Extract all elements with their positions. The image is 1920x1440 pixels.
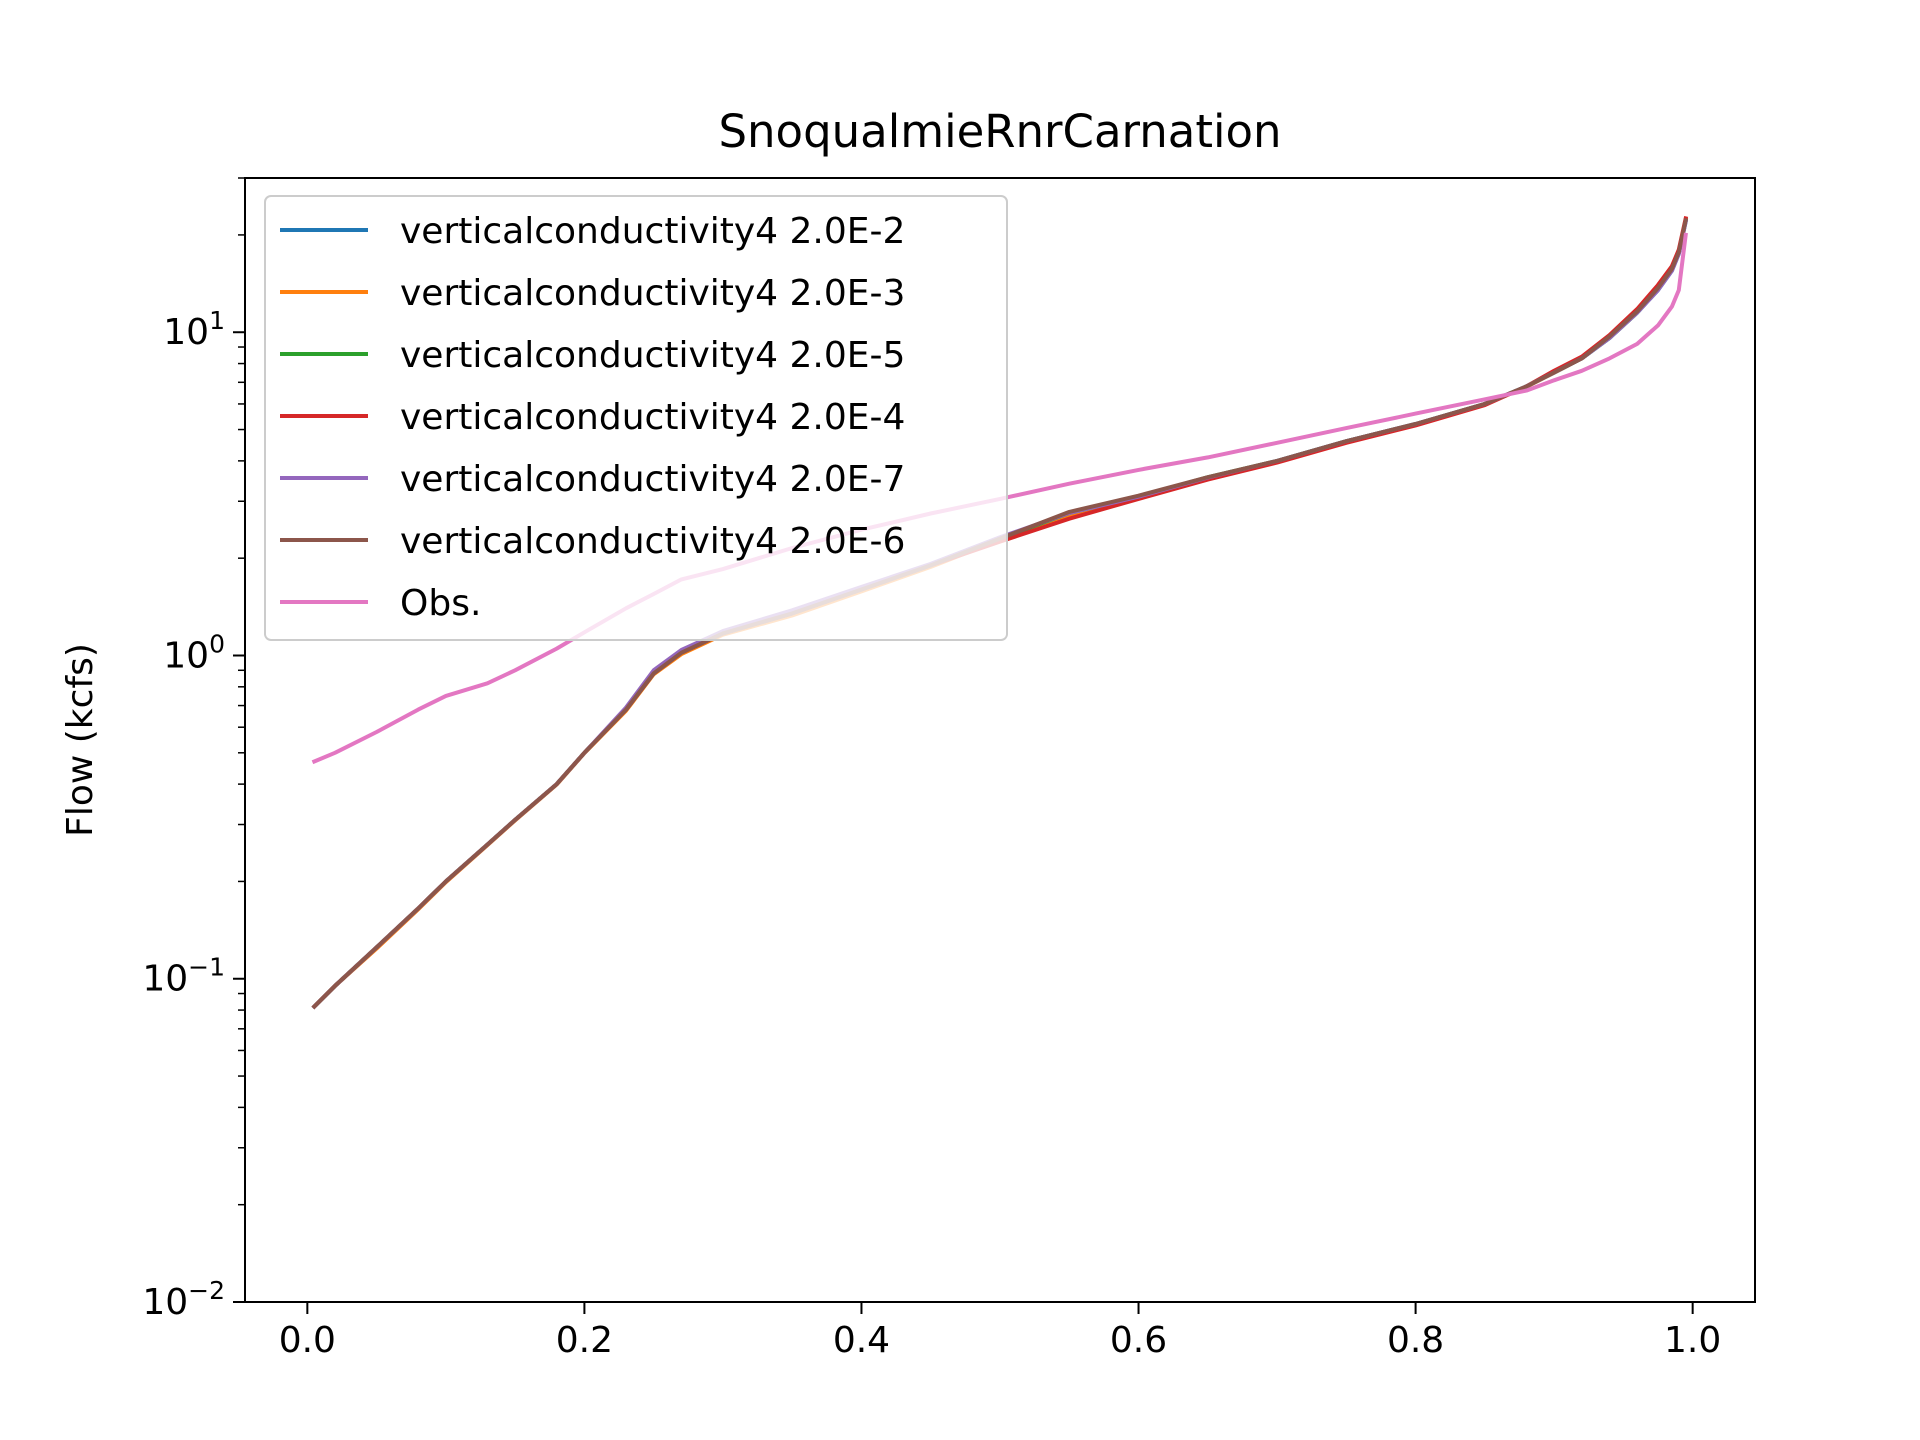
legend-label: Obs. xyxy=(400,583,481,624)
y-tick-exponent: 1 xyxy=(209,306,225,335)
y-tick-exponent: 0 xyxy=(209,629,225,658)
x-tick-label: 0.4 xyxy=(833,1320,890,1361)
chart-title: SnoqualmieRnrCarnation xyxy=(718,105,1281,158)
legend-label: verticalconductivity4 2.0E-3 xyxy=(400,273,905,314)
y-axis-label: Flow (kcfs) xyxy=(60,643,101,837)
legend-label: verticalconductivity4 2.0E-4 xyxy=(400,397,905,438)
y-tick-base: 10 xyxy=(142,959,188,1000)
y-tick-exponent: −2 xyxy=(188,1276,225,1305)
y-tick-base: 10 xyxy=(163,312,209,353)
x-tick-label: 0.8 xyxy=(1387,1320,1444,1361)
x-tick-label: 0.2 xyxy=(556,1320,613,1361)
legend: verticalconductivity4 2.0E-2 verticalcond… xyxy=(264,195,1008,641)
legend-box xyxy=(264,195,1008,641)
y-tick-exponent: −1 xyxy=(188,953,225,982)
y-tick-base: 10 xyxy=(142,1282,188,1323)
y-tick-label: 10−1 xyxy=(142,953,225,1000)
legend-label: verticalconductivity4 2.0E-2 xyxy=(400,211,905,252)
legend-label: verticalconductivity4 2.0E-7 xyxy=(400,459,905,500)
legend-label: verticalconductivity4 2.0E-5 xyxy=(400,335,905,376)
plot-frame xyxy=(244,177,1756,1303)
y-tick-base: 10 xyxy=(163,635,209,676)
x-tick-label: 0.6 xyxy=(1110,1320,1167,1361)
x-tick-label: 0.0 xyxy=(279,1320,336,1361)
x-tick-label: 1.0 xyxy=(1664,1320,1721,1361)
legend-label: verticalconductivity4 2.0E-6 xyxy=(400,521,905,562)
y-tick-label: 10−2 xyxy=(142,1276,225,1323)
y-tick-label: 101 xyxy=(163,306,225,353)
y-tick-label: 100 xyxy=(163,629,225,676)
x-axis: 0.0 0.2 0.4 0.6 0.8 1.0 xyxy=(279,1302,1721,1361)
